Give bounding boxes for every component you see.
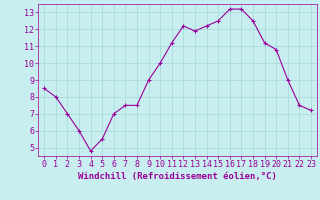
X-axis label: Windchill (Refroidissement éolien,°C): Windchill (Refroidissement éolien,°C) [78, 172, 277, 181]
